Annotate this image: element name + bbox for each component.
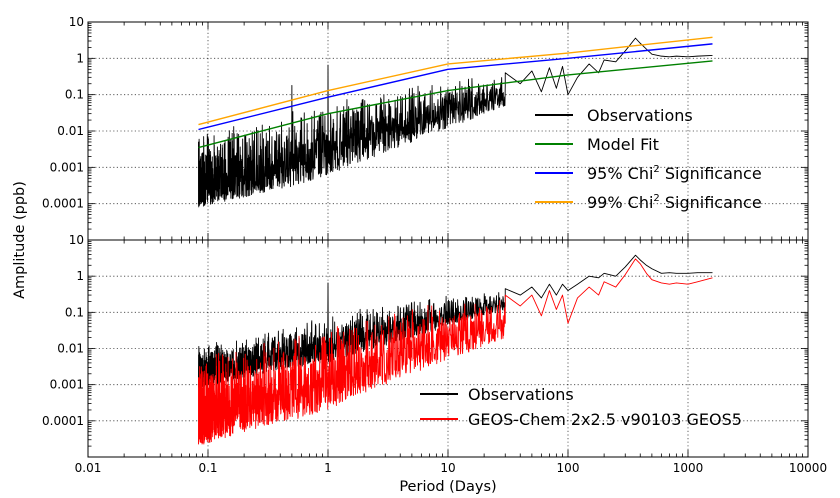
x-tick-label: 0.01 bbox=[75, 461, 102, 475]
y-tick-label: 10 bbox=[69, 233, 84, 247]
y-tick-label: 0.01 bbox=[57, 342, 84, 356]
y-tick-label: 1 bbox=[76, 269, 84, 283]
series-line-95-chi-significance bbox=[198, 43, 713, 131]
series-line-geos-chem-2x2-5-v90103-geos5 bbox=[198, 258, 713, 445]
axes-layer: 0.0001 0.001 0.01 0.1 1 10 0.0001 0.001 0.01 0.1 1… bbox=[42, 15, 827, 475]
series-line-observations bbox=[198, 254, 713, 389]
y-tick-label: 0.01 bbox=[57, 124, 84, 138]
y-axis-label: Amplitude (ppb) bbox=[12, 181, 28, 299]
legend-label-model-fit: Model Fit bbox=[587, 135, 659, 154]
legend-label-95-chi-significance: 95% Chi2 Significance bbox=[587, 164, 762, 183]
x-tick-label: 10 bbox=[440, 461, 455, 475]
ticks-panel-1 bbox=[87, 239, 809, 458]
series-line-99-chi-significance bbox=[198, 36, 713, 126]
x-tick-label: 100 bbox=[557, 461, 580, 475]
legend-label-geos-chem-2x2-5-v90103-geos5: GEOS-Chem 2x2.5 v90103 GEOS5 bbox=[468, 410, 742, 429]
y-tick-label: 0.001 bbox=[50, 378, 84, 392]
y-tick-label: 0.0001 bbox=[42, 414, 84, 428]
series-line-model-fit bbox=[198, 60, 713, 149]
y-tick-label: 0.1 bbox=[65, 88, 84, 102]
plot-area bbox=[88, 22, 808, 457]
x-tick-label: 0.1 bbox=[198, 461, 217, 475]
legend-label-observations: Observations bbox=[468, 385, 574, 404]
y-tick-label: 0.1 bbox=[65, 305, 84, 319]
legend-label-observations: Observations bbox=[587, 106, 693, 125]
y-tick-label: 10 bbox=[69, 15, 84, 29]
x-axis-label: Period (Days) bbox=[399, 479, 496, 495]
x-tick-label: 1 bbox=[324, 461, 332, 475]
y-tick-label: 0.0001 bbox=[42, 197, 84, 211]
x-tick-label: 1000 bbox=[673, 461, 704, 475]
y-tick-label: 0.001 bbox=[50, 160, 84, 174]
legend-layer: Observations Model Fit 95% Chi2 Significan… bbox=[420, 106, 762, 429]
y-tick-label: 1 bbox=[76, 51, 84, 65]
legend-label-99-chi-significance: 99% Chi2 Significance bbox=[587, 193, 762, 212]
x-tick-label: 10000 bbox=[789, 461, 827, 475]
series-line-observations bbox=[198, 37, 713, 208]
ticks-panel-0 bbox=[87, 21, 809, 241]
